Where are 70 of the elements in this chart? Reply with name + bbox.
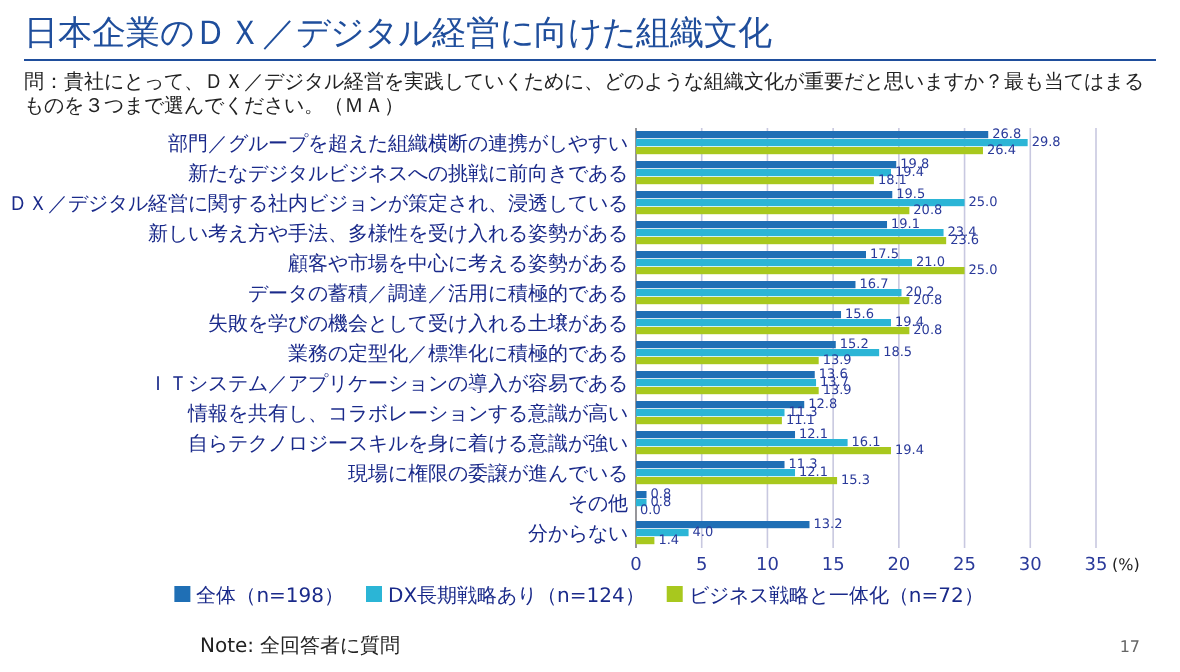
bar	[636, 409, 785, 417]
bar	[636, 221, 888, 229]
bar	[636, 169, 891, 177]
x-tick-label: 5	[695, 556, 708, 576]
x-axis-title: (%)	[1112, 556, 1140, 574]
bar	[636, 439, 848, 447]
text: Note: 全回答者に質問	[200, 634, 401, 658]
bar	[636, 477, 838, 485]
bar	[636, 229, 944, 237]
chart-subtitle: 問：貴社にとって、ＤＸ／デジタル経営を実践していくために、どのような組織文化が重要だと思いますか？最も当てはまるものを３つまで選んでください。（ＭＡ）	[24, 70, 1144, 118]
x-tick-label: 0	[630, 556, 643, 576]
legend-label: ビジネス戦略と一体化（n=72）	[688, 584, 984, 608]
bar	[636, 199, 965, 207]
text: 17	[1119, 638, 1140, 656]
bar	[636, 267, 965, 275]
y-tick-label: 業務の定型化／標準化に積極的である	[288, 342, 628, 366]
bar	[636, 237, 947, 245]
x-tick-label: 15	[821, 556, 845, 576]
bar	[636, 529, 689, 537]
bar	[636, 251, 866, 259]
bar	[636, 379, 817, 387]
bar	[636, 259, 912, 267]
bar	[636, 521, 810, 529]
bar	[636, 207, 910, 215]
bar	[636, 327, 910, 335]
x-tick-label: 35	[1084, 556, 1108, 576]
bar	[636, 357, 819, 365]
bar	[636, 131, 989, 139]
bar	[636, 161, 897, 169]
y-tick-label: 新しい考え方や手法、多様性を受け入れる姿勢がある	[148, 222, 628, 246]
y-tick-label: 失敗を学びの機会として受け入れる土壌がある	[208, 312, 628, 336]
y-tick-label: ＩＴシステム／アプリケーションの導入が容易である	[148, 372, 628, 396]
bar	[636, 191, 893, 199]
legend-label: DX長期戦略あり（n=124）	[388, 584, 645, 608]
chart-title: 日本企業のＤＸ／デジタル経営に向けた組織文化	[24, 14, 772, 54]
y-tick-label: 新たなデジタルビジネスへの挑戦に前向きである	[188, 162, 628, 186]
y-tick-label: 現場に権限の委譲が進んでいる	[348, 462, 628, 486]
legend-label: 全体（n=198）	[196, 584, 344, 608]
y-tick-label: 分からない	[528, 522, 628, 546]
y-tick-label: 情報を共有し、コラボレーションする意識が高い	[186, 402, 628, 426]
y-tick-label: ＤＸ／デジタル経営に関する社内ビジョンが策定され、浸透している	[8, 192, 628, 216]
bar	[636, 401, 805, 409]
bar	[636, 371, 815, 379]
bar	[636, 319, 891, 327]
y-tick-label: データの蓄積／調達／活用に積極的である	[248, 282, 628, 306]
x-tick-label: 30	[1018, 556, 1043, 576]
bar	[636, 469, 796, 477]
y-tick-label: 自らテクノロジースキルを身に着ける意識が強い	[188, 432, 628, 456]
bar	[636, 491, 647, 499]
x-tick-label: 20	[887, 556, 911, 576]
y-tick-label: 部門／グループを超えた組織横断の連携がしやすい	[168, 132, 628, 156]
bar	[636, 341, 836, 349]
bar	[636, 289, 902, 297]
bar	[636, 387, 819, 395]
y-tick-label: 顧客や市場を中心に考える姿勢がある	[288, 252, 628, 276]
bar	[636, 147, 983, 155]
x-tick-label: 10	[755, 556, 780, 576]
bar	[636, 461, 785, 469]
bar	[636, 417, 782, 425]
bar	[636, 447, 891, 455]
bar	[636, 311, 842, 319]
bar	[636, 177, 874, 185]
bar	[636, 297, 910, 305]
bar	[636, 139, 1028, 147]
bar	[636, 431, 796, 439]
x-tick-label: 25	[953, 556, 977, 576]
bar	[636, 537, 655, 545]
y-tick-label: その他	[568, 492, 628, 516]
bar	[636, 281, 856, 289]
bar	[636, 349, 880, 357]
